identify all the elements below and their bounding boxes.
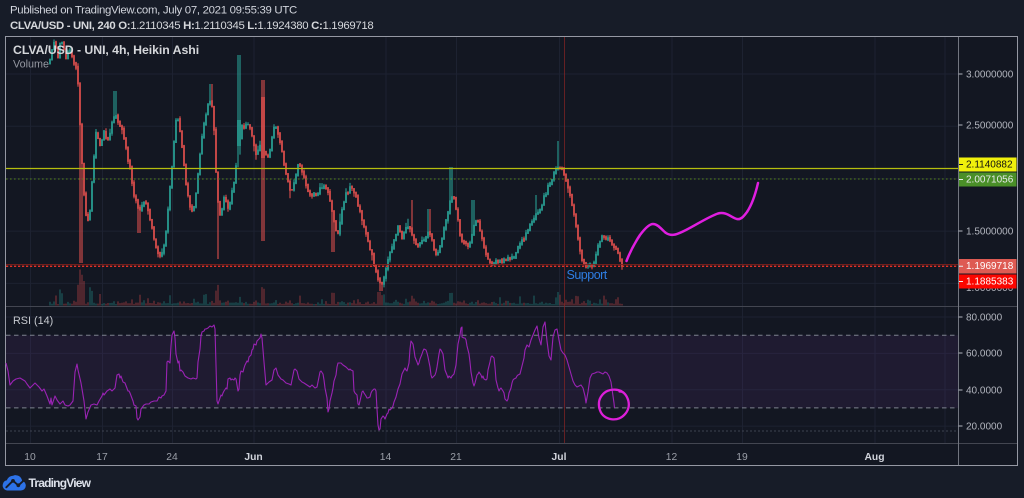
- svg-text:14: 14: [380, 452, 392, 463]
- svg-text:2.5000000: 2.5000000: [966, 121, 1014, 132]
- svg-text:CLVA/USD - UNI, 240 O:1.21103: CLVA/USD - UNI, 240 O:1.2110345 H:1.2110…: [10, 20, 373, 32]
- svg-text:1.1969718: 1.1969718: [966, 261, 1014, 272]
- svg-text:RSI (14): RSI (14): [13, 315, 53, 327]
- svg-text:2.0071056: 2.0071056: [966, 175, 1014, 186]
- svg-text:60.0000: 60.0000: [966, 349, 1003, 360]
- svg-text:10: 10: [24, 452, 36, 463]
- svg-text:Jun: Jun: [244, 452, 262, 463]
- svg-text:21: 21: [450, 452, 462, 463]
- svg-text:TradingView: TradingView: [29, 476, 92, 490]
- svg-text:17: 17: [96, 452, 108, 463]
- svg-text:24: 24: [166, 452, 178, 463]
- svg-text:19: 19: [736, 452, 748, 463]
- svg-text:Jul: Jul: [552, 452, 567, 463]
- svg-text:40.0000: 40.0000: [966, 386, 1003, 397]
- svg-text:Volume: Volume: [13, 59, 49, 71]
- svg-text:1.1885383: 1.1885383: [966, 277, 1014, 288]
- svg-text:CLVA/USD - UNI, 4h, Heikin Ash: CLVA/USD - UNI, 4h, Heikin Ashi: [13, 43, 199, 57]
- svg-text:12: 12: [666, 452, 678, 463]
- svg-text:Support: Support: [567, 268, 608, 282]
- svg-text:80.0000: 80.0000: [966, 313, 1003, 324]
- svg-text:20.0000: 20.0000: [966, 422, 1003, 433]
- svg-text:Aug: Aug: [864, 452, 884, 463]
- svg-text:1.5000000: 1.5000000: [966, 227, 1014, 238]
- svg-text:Published on TradingView.com,: Published on TradingView.com, July 07, 2…: [10, 5, 297, 17]
- svg-text:3.0000000: 3.0000000: [966, 70, 1014, 81]
- svg-text:2.1140882: 2.1140882: [966, 160, 1013, 171]
